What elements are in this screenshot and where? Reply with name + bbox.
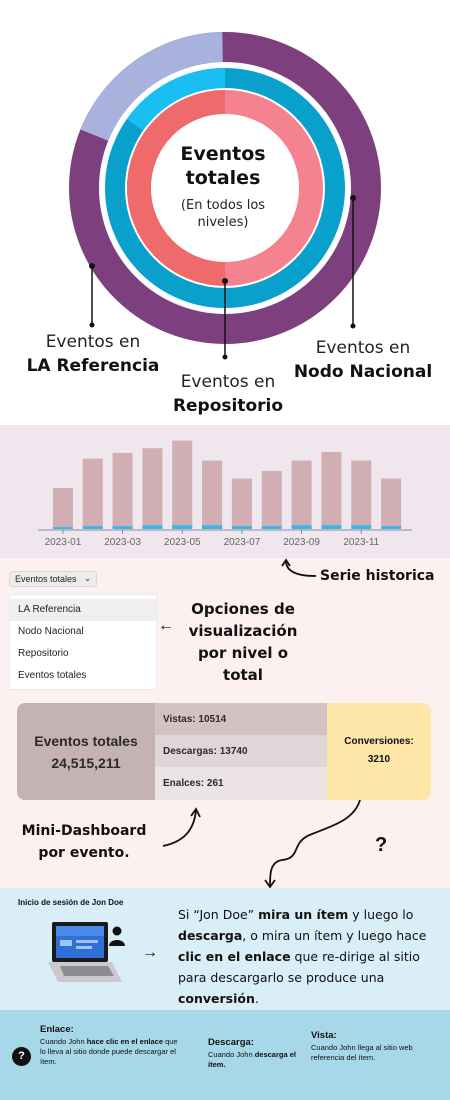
serie-arrow [280,558,320,582]
bar-2023-10 [321,452,341,528]
x-tick-label: 2023-05 [164,537,201,548]
bar-secondary-2023-02 [83,526,103,529]
dropdown-option-repositorio[interactable]: Repositorio [10,643,158,665]
total-events-value: 24,515,211 [17,755,155,771]
center-subtitle: (En todos los niveles) [168,197,278,231]
level-dropdown[interactable]: Eventos totales ⌄ [9,571,97,587]
def-enlace-title: Enlace: [40,1024,74,1035]
story-text: Si “Jon Doe” mira un ítem y luego lo des… [178,904,444,1009]
x-tick-label: 2023-11 [343,537,379,548]
minidash-arrow [160,806,202,850]
dropdown-option-la-referencia[interactable]: LA Referencia [10,599,158,621]
right-arrow-icon: → [142,944,158,962]
bar-secondary-2023-07 [232,526,252,529]
def-enlace-body: Cuando John hace clic en el enlace que l… [40,1037,185,1067]
def-descarga-title: Descarga: [208,1037,254,1048]
dropdown-option-eventos-totales[interactable]: Eventos totales [10,665,158,687]
conversions-value: 3210 [327,754,431,765]
bar-2023-01 [53,488,73,528]
bar-secondary-2023-04 [142,525,162,529]
x-tick-label: 2023-01 [45,537,82,548]
historical-bar-chart: 2023-01 2023-03 2023-05 2023-07 2023-09 2023-… [0,425,450,558]
dropdown-selected-value: Eventos totales [15,574,77,584]
conversions-title: Conversiones: [327,736,431,747]
question-mark: ? [375,834,387,857]
bar-2023-06 [202,461,222,528]
bar-2023-02 [83,459,103,528]
chevron-down-icon: ⌄ [84,572,91,586]
left-arrow-icon: ← [158,617,174,635]
bar-secondary-2023-06 [202,525,222,529]
bar-2023-03 [113,453,133,528]
bar-secondary-2023-05 [172,525,192,529]
def-vista-body: Cuando John llega al sitio web referenci… [311,1043,443,1063]
bar-secondary-2023-03 [113,526,133,529]
minidash-label: Mini-Dashboard por evento. [10,820,158,864]
dropdown-options-list: LA Referencia Nodo Nacional Repositorio … [9,594,157,690]
bar-secondary-2023-12 [381,526,401,529]
bar-secondary-2023-11 [351,525,371,529]
x-tick-label: 2023-07 [224,537,261,548]
def-descarga-body: Cuando John descarga el ítem. [208,1050,300,1070]
bar-2023-11 [351,461,371,528]
links-row: Enalces: 261 [155,767,327,800]
bar-secondary-2023-01 [53,527,73,529]
center-title: Eventos totales [163,142,283,190]
downloads-row: Descargas: 13740 [155,735,327,768]
label-nodo-nacional: Eventos en Nodo Nacional [286,336,440,384]
label-repositorio: Eventos en Repositorio [158,370,298,418]
serie-historica-label: Serie historica [320,568,435,584]
bar-secondary-2023-10 [321,525,341,529]
x-tick-label: 2023-03 [104,537,141,548]
bar-2023-08 [262,471,282,528]
dropdown-option-nodo-nacional[interactable]: Nodo Nacional [10,621,158,643]
squiggle-arrow [262,798,366,890]
bar-secondary-2023-08 [262,526,282,529]
def-vista-title: Vista: [311,1030,337,1041]
bar-chart-svg: 2023-01 2023-03 2023-05 2023-07 2023-09 2023-… [0,425,450,558]
bar-2023-05 [172,441,192,528]
bar-2023-09 [292,461,312,528]
story-title: Inicio de sesión de Jon Doe [18,898,123,907]
bar-2023-07 [232,479,252,528]
mini-dashboard: Eventos totales 24,515,211 Vistas: 10514… [17,703,431,800]
bar-secondary-2023-09 [292,525,312,529]
total-events-title: Eventos totales [17,733,155,749]
views-row: Vistas: 10514 [155,703,327,736]
bar-2023-12 [381,479,401,528]
label-la-referencia: Eventos en LA Referencia [18,330,168,378]
total-events-panel: Eventos totales 24,515,211 [17,703,155,800]
user-icon [108,926,126,946]
conversions-panel: Conversiones: 3210 [327,703,431,800]
donut-section: Eventos totales (En todos los niveles) E… [0,0,450,425]
x-tick-label: 2023-09 [283,537,320,548]
options-label: Opciones de visualización por nivel o to… [178,598,308,686]
bar-2023-04 [142,448,162,528]
help-icon: ? [12,1047,31,1066]
